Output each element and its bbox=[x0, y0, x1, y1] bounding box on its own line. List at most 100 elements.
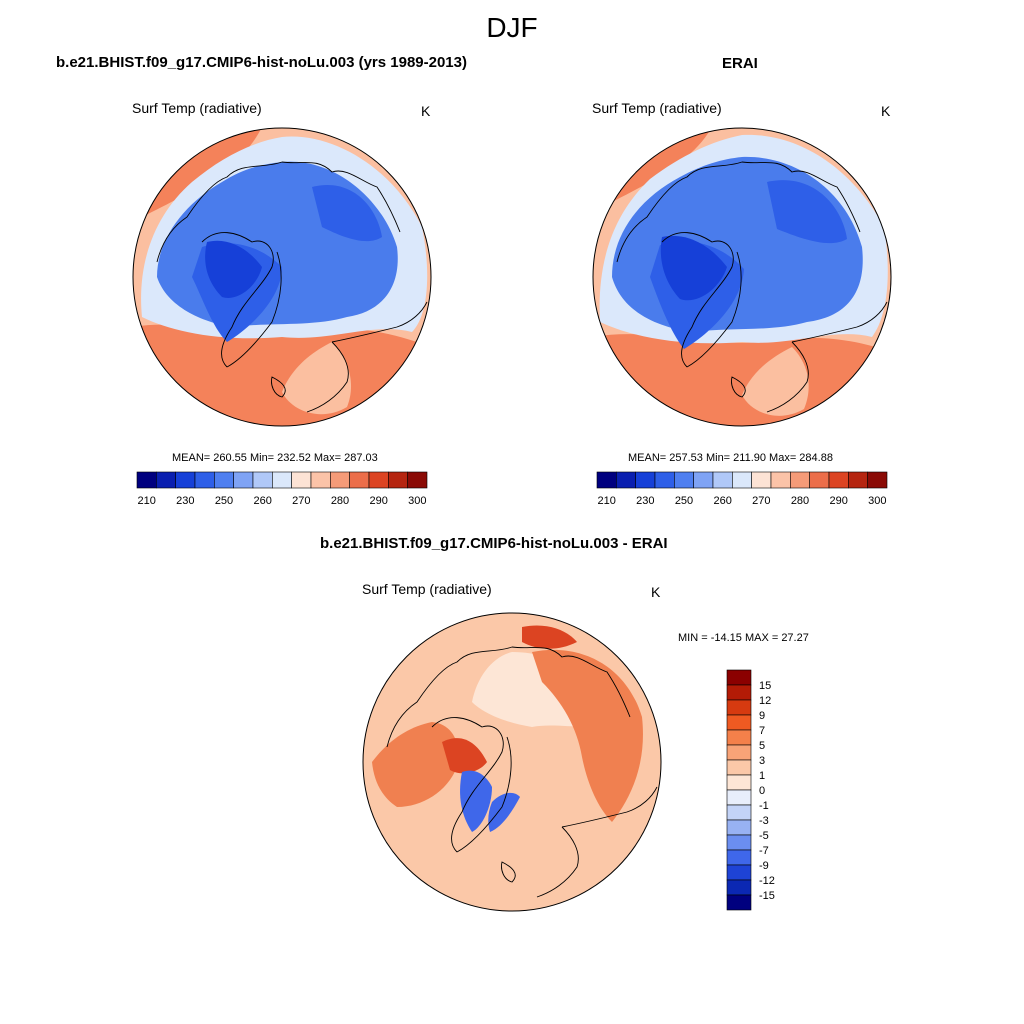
panel-2-colorbar-color-box bbox=[790, 471, 810, 489]
panel-1-colorbar-tick-label: 210 bbox=[137, 495, 155, 507]
panel-1-colorbar-tick-label: 270 bbox=[292, 495, 310, 507]
siberia-warm-region bbox=[532, 649, 643, 822]
panel-1-colorbar-tick-label: 290 bbox=[369, 495, 387, 507]
panel-3-colorbar-color-box bbox=[726, 669, 752, 686]
panel-3-colorbar-color-box bbox=[726, 819, 752, 836]
panel-2-colorbar-color-box bbox=[828, 471, 849, 489]
panel-2-colorbar-tick-label: 230 bbox=[636, 495, 654, 507]
panel-1-variable-label: Surf Temp (radiative) bbox=[132, 100, 262, 116]
panel-1-colorbar-color-box bbox=[214, 471, 234, 489]
panel-1-stats: MEAN= 260.55 Min= 232.52 Max= 287.03 bbox=[172, 452, 378, 464]
panel-1-colorbar-tick-label: 300 bbox=[408, 495, 426, 507]
panel-3-colorbar-color-box bbox=[726, 714, 752, 731]
panel-1-colorbar-color-box bbox=[349, 471, 370, 489]
panel-1-colorbar-color-box bbox=[310, 471, 331, 489]
figure-title: DJF bbox=[486, 12, 538, 43]
panel-3-colorbar-tick-label: 5 bbox=[759, 740, 765, 752]
archipelago-hot-region bbox=[442, 738, 487, 774]
panel-3-colorbar-color-box bbox=[726, 834, 752, 851]
panel-3-colorbar-tick-label: -15 bbox=[759, 890, 775, 902]
panel-3-colorbar-tick-label: -9 bbox=[759, 860, 769, 872]
panel-1-colorbar-color-box bbox=[272, 471, 292, 489]
panel-2-variable-label: Surf Temp (radiative) bbox=[592, 100, 722, 116]
panel-3-colorbar-tick-label: -5 bbox=[759, 830, 769, 842]
panel-1-colorbar-color-box bbox=[136, 471, 157, 489]
panel-3-colorbar-color-box bbox=[726, 774, 752, 791]
panel-2-colorbar-tick-label: 250 bbox=[675, 495, 693, 507]
panel-2-colorbar-color-box bbox=[809, 471, 830, 489]
panel-2-colorbar: 210 230 250 260 270 280 290 300 bbox=[596, 471, 888, 507]
siberia-cold-region bbox=[312, 185, 382, 242]
panel-2-title: ERAI bbox=[722, 55, 758, 72]
panel-3-colorbar-color-box bbox=[726, 729, 752, 746]
panel-3-colorbar-color-box bbox=[726, 789, 752, 806]
panel-1-colorbar-color-box bbox=[291, 471, 312, 489]
panel-1-colorbar-color-box bbox=[156, 471, 176, 489]
panel-3-units-label: K bbox=[651, 584, 661, 600]
panel-3-variable-label: Surf Temp (radiative) bbox=[362, 581, 492, 597]
panel-3-colorbar-tick-label: -7 bbox=[759, 845, 769, 857]
panel-2-units-label: K bbox=[881, 103, 891, 119]
panel-2-map bbox=[592, 127, 892, 427]
atlantic-warm-region bbox=[593, 334, 891, 426]
panel-2-colorbar-color-box bbox=[693, 471, 714, 489]
canada-warm-region bbox=[372, 722, 459, 807]
map-boundary bbox=[592, 127, 892, 427]
panel-3-title: b.e21.BHIST.f09_g17.CMIP6-hist-noLu.003 … bbox=[320, 535, 668, 552]
canadian-archipelago-cold-region bbox=[660, 235, 727, 301]
coastlines bbox=[386, 646, 658, 898]
panel-1-colorbar-color-box bbox=[368, 471, 389, 489]
coastlines bbox=[616, 161, 888, 413]
panel-3-colorbar-color-box bbox=[726, 684, 752, 701]
panel-3-colorbar-tick-label: -1 bbox=[759, 800, 769, 812]
panel-3-map bbox=[362, 612, 662, 912]
panel-1-colorbar-color-box bbox=[194, 471, 215, 489]
panel-3-colorbar-color-box bbox=[726, 879, 752, 896]
panel-2-colorbar-color-box bbox=[654, 471, 675, 489]
panel-3-colorbar-tick-label: -3 bbox=[759, 815, 769, 827]
panel-1-colorbar-tick-label: 250 bbox=[215, 495, 233, 507]
atlantic-warm-region bbox=[133, 324, 431, 426]
panel-3-colorbar-color-box bbox=[726, 864, 752, 881]
panel-3-colorbar-color-box bbox=[726, 759, 752, 776]
panel-3-colorbar-tick-label: 12 bbox=[759, 695, 771, 707]
panel-3-colorbar-color-box bbox=[726, 804, 752, 821]
bering-hot-region bbox=[522, 625, 577, 649]
panel-2-colorbar-color-box bbox=[848, 471, 868, 489]
panel-1-colorbar: 210 230 250 260 270 280 290 300 bbox=[136, 471, 428, 507]
panel-3-stats: MIN = -14.15 MAX = 27.27 bbox=[678, 632, 809, 644]
map-boundary bbox=[132, 127, 432, 427]
greenland-cold-region bbox=[460, 770, 492, 832]
panel-3-colorbar: 15 12 9 7 5 3 1 0 -1 -3 -5 -7 -9 -12 -15 bbox=[726, 669, 775, 911]
panel-3-colorbar-tick-label: 3 bbox=[759, 755, 765, 767]
panel-2-colorbar-color-box bbox=[770, 471, 791, 489]
panel-3-colorbar-color-box bbox=[726, 894, 752, 911]
panel-2-colorbar-color-box bbox=[751, 471, 772, 489]
siberia-cold-region bbox=[767, 180, 847, 244]
panel-1-colorbar-tick-label: 280 bbox=[331, 495, 349, 507]
panel-3-colorbar-tick-label: -12 bbox=[759, 875, 775, 887]
panel-3-colorbar-color-box bbox=[726, 849, 752, 866]
panel-1-map bbox=[132, 127, 432, 427]
panel-2-colorbar-color-box bbox=[596, 471, 617, 489]
panel-2-colorbar-color-box bbox=[712, 471, 733, 489]
panel-1-colorbar-color-box bbox=[233, 471, 254, 489]
barents-cold-region bbox=[488, 792, 520, 832]
panel-3-colorbar-tick-label: 7 bbox=[759, 725, 765, 737]
panel-2-stats: MEAN= 257.53 Min= 211.90 Max= 284.88 bbox=[628, 452, 833, 464]
coastlines bbox=[156, 161, 428, 413]
panel-1-units-label: K bbox=[421, 103, 431, 119]
map-boundary bbox=[362, 612, 662, 912]
panel-2-colorbar-tick-label: 210 bbox=[597, 495, 615, 507]
panel-1-colorbar-color-box bbox=[252, 471, 273, 489]
panel-2-colorbar-color-box bbox=[867, 471, 888, 489]
panel-3-colorbar-color-box bbox=[726, 744, 752, 761]
panel-2-colorbar-tick-label: 270 bbox=[752, 495, 770, 507]
panel-3-colorbar-tick-label: 9 bbox=[759, 710, 765, 722]
panel-1-colorbar-tick-label: 260 bbox=[253, 495, 271, 507]
panel-2-colorbar-color-box bbox=[616, 471, 636, 489]
panel-1-colorbar-color-box bbox=[407, 471, 428, 489]
panel-1-colorbar-color-box bbox=[388, 471, 408, 489]
panel-3-colorbar-tick-label: 15 bbox=[759, 680, 771, 692]
panel-3-colorbar-color-box bbox=[726, 699, 752, 716]
